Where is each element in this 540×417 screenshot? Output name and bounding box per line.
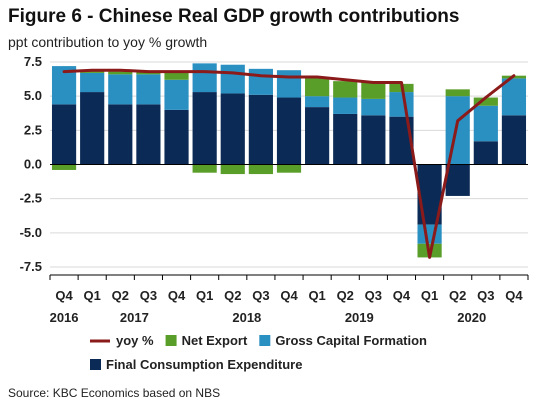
bar-net-export <box>220 164 245 175</box>
y-tick-label: 5.0 <box>24 88 42 103</box>
x-year-label: 2017 <box>120 310 149 325</box>
bar-net-export <box>445 89 470 97</box>
bar-gross-capital-formation <box>248 68 273 95</box>
legend-swatch-net-export <box>165 335 177 346</box>
y-tick-label: 0.0 <box>24 157 42 172</box>
bar-gross-capital-formation <box>276 70 302 98</box>
bar-final-consumption-expenditure <box>333 113 358 165</box>
bar-final-consumption-expenditure <box>361 115 386 165</box>
legend-label-final-consumption-expenditure: Final Consumption Expenditure <box>106 357 302 372</box>
bar-final-consumption-expenditure <box>276 97 302 165</box>
bar-gross-capital-formation <box>136 74 161 105</box>
bar-net-export <box>192 164 217 173</box>
stacked-bars <box>51 63 527 258</box>
axis-labels: 7.5 5.0 2.5 0.0 -2.5 -5.0 -7.5 Q4 Q1 Q2 Q3 Q4 Q1 Q2 Q3… <box>20 54 524 325</box>
bar-net-export <box>164 71 189 80</box>
bar-net-export <box>248 164 273 175</box>
bar-gross-capital-formation <box>417 224 442 244</box>
bar-net-export <box>305 77 330 97</box>
bar-net-export <box>473 97 498 106</box>
x-quarter-label: Q1 <box>308 288 325 303</box>
legend-label-yoy-: yoy % <box>116 333 154 348</box>
bar-gross-capital-formation <box>305 96 330 108</box>
bar-final-consumption-expenditure <box>248 94 273 165</box>
bar-gross-capital-formation <box>501 78 527 116</box>
bar-net-export <box>108 71 133 75</box>
x-quarter-label: Q4 <box>55 288 73 303</box>
bar-final-consumption-expenditure <box>80 92 105 165</box>
x-quarter-label: Q2 <box>224 288 241 303</box>
bar-final-consumption-expenditure <box>501 115 527 165</box>
bar-final-consumption-expenditure <box>220 93 245 165</box>
bar-gross-capital-formation <box>473 105 498 142</box>
x-quarter-label: Q2 <box>449 288 466 303</box>
yoy-line <box>62 68 516 259</box>
x-quarter-label: Q1 <box>421 288 438 303</box>
y-tick-label: -2.5 <box>20 191 42 206</box>
x-quarter-label: Q2 <box>112 288 129 303</box>
x-quarter-label: Q4 <box>393 288 411 303</box>
source-note: Source: KBC Economics based on NBS <box>8 386 221 400</box>
bar-final-consumption-expenditure <box>473 141 498 165</box>
bar-final-consumption-expenditure <box>108 104 133 165</box>
bar-gross-capital-formation <box>164 79 189 110</box>
bar-net-export <box>361 82 386 99</box>
bar-net-export <box>51 164 77 170</box>
x-quarter-label: Q4 <box>168 288 186 303</box>
x-quarter-label: Q1 <box>196 288 213 303</box>
y-tick-label: -5.0 <box>20 225 42 240</box>
y-tick-label: 7.5 <box>24 54 42 69</box>
chart-title: Figure 6 - Chinese Real GDP growth contr… <box>8 6 460 27</box>
yoy-line-layer <box>62 68 516 259</box>
bar-gross-capital-formation <box>192 63 217 93</box>
legend-swatch-final-consumption-expenditure <box>90 359 101 370</box>
legend-label-net-export: Net Export <box>182 333 248 348</box>
legend-swatch-gross-capital-formation <box>259 335 271 346</box>
bar-final-consumption-expenditure <box>192 92 217 165</box>
bar-gross-capital-formation <box>445 96 470 165</box>
bar-gross-capital-formation <box>389 92 414 117</box>
x-year-label: 2020 <box>457 310 486 325</box>
bar-gross-capital-formation <box>220 64 245 94</box>
bar-net-export <box>276 164 302 173</box>
bar-gross-capital-formation <box>108 74 133 105</box>
x-year-label: 2019 <box>345 310 374 325</box>
bar-final-consumption-expenditure <box>445 164 470 196</box>
chart-subtitle: ppt contribution to yoy % growth <box>8 34 208 50</box>
legend-label-gross-capital-formation: Gross Capital Formation <box>275 333 427 348</box>
y-tick-label: 2.5 <box>24 122 42 137</box>
x-quarter-label: Q3 <box>140 288 157 303</box>
legend: yoy % Net Export Gross Capital Formation Fi… <box>90 333 427 372</box>
x-quarter-label: Q1 <box>84 288 101 303</box>
x-year-label: 2018 <box>232 310 261 325</box>
y-tick-label: -7.5 <box>20 259 42 274</box>
bar-final-consumption-expenditure <box>305 107 330 165</box>
bar-gross-capital-formation <box>333 97 358 114</box>
x-quarter-label: Q2 <box>337 288 354 303</box>
x-quarter-label: Q4 <box>280 288 298 303</box>
x-quarter-label: Q4 <box>505 288 523 303</box>
bar-final-consumption-expenditure <box>164 109 189 165</box>
x-quarter-label: Q3 <box>477 288 494 303</box>
x-quarter-label: Q3 <box>252 288 269 303</box>
bar-gross-capital-formation <box>80 72 105 93</box>
bar-net-export <box>333 81 358 98</box>
bar-gross-capital-formation <box>361 98 386 116</box>
x-year-label: 2016 <box>50 310 79 325</box>
bar-final-consumption-expenditure <box>51 104 77 165</box>
bar-final-consumption-expenditure <box>136 104 161 165</box>
x-quarter-label: Q3 <box>365 288 382 303</box>
